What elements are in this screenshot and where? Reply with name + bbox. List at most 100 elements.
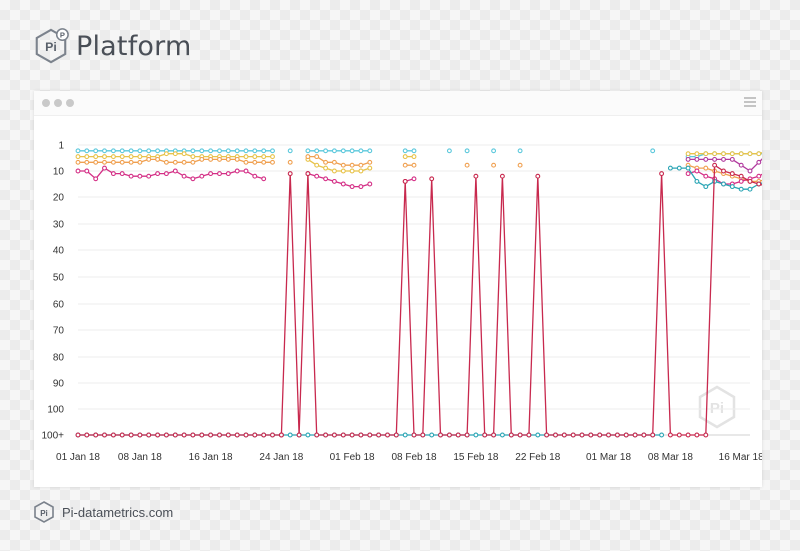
data-point[interactable] bbox=[261, 148, 267, 154]
data-point[interactable] bbox=[685, 171, 691, 177]
data-point[interactable] bbox=[93, 432, 99, 438]
data-point[interactable] bbox=[128, 173, 134, 179]
data-point[interactable] bbox=[146, 156, 152, 162]
data-point[interactable] bbox=[473, 432, 479, 438]
data-point[interactable] bbox=[252, 148, 258, 154]
data-point[interactable] bbox=[243, 432, 249, 438]
data-point[interactable] bbox=[102, 154, 107, 160]
data-point[interactable] bbox=[102, 148, 107, 154]
data-point[interactable] bbox=[190, 154, 196, 160]
data-point[interactable] bbox=[349, 162, 355, 168]
data-point[interactable] bbox=[225, 171, 231, 177]
data-point[interactable] bbox=[340, 181, 346, 187]
data-point[interactable] bbox=[349, 432, 355, 438]
data-point[interactable] bbox=[358, 184, 364, 190]
data-point[interactable] bbox=[402, 154, 408, 160]
data-point[interactable] bbox=[146, 432, 152, 438]
data-point[interactable] bbox=[393, 432, 399, 438]
data-point[interactable] bbox=[314, 162, 320, 168]
data-point[interactable] bbox=[358, 148, 364, 154]
data-point[interactable] bbox=[614, 432, 620, 438]
data-point[interactable] bbox=[738, 162, 744, 168]
data-point[interactable] bbox=[340, 162, 346, 168]
data-point[interactable] bbox=[190, 432, 196, 438]
data-point[interactable] bbox=[358, 162, 364, 168]
data-point[interactable] bbox=[402, 432, 408, 438]
data-point[interactable] bbox=[455, 432, 461, 438]
data-point[interactable] bbox=[270, 159, 275, 165]
data-point[interactable] bbox=[729, 156, 735, 162]
data-point[interactable] bbox=[314, 154, 320, 160]
data-point[interactable] bbox=[155, 156, 161, 162]
data-point[interactable] bbox=[517, 148, 523, 154]
data-point[interactable] bbox=[694, 432, 700, 438]
data-point[interactable] bbox=[199, 148, 205, 154]
data-point[interactable] bbox=[208, 148, 214, 154]
data-point[interactable] bbox=[659, 171, 665, 177]
data-point[interactable] bbox=[217, 432, 222, 438]
data-point[interactable] bbox=[208, 432, 214, 438]
data-point[interactable] bbox=[270, 432, 275, 438]
data-point[interactable] bbox=[137, 154, 143, 160]
data-point[interactable] bbox=[756, 159, 762, 165]
data-point[interactable] bbox=[411, 432, 417, 438]
data-point[interactable] bbox=[287, 148, 293, 154]
data-point[interactable] bbox=[358, 168, 364, 174]
data-point[interactable] bbox=[632, 432, 638, 438]
data-point[interactable] bbox=[323, 165, 329, 171]
data-point[interactable] bbox=[234, 168, 240, 174]
data-point[interactable] bbox=[93, 154, 99, 160]
data-point[interactable] bbox=[110, 432, 116, 438]
data-point[interactable] bbox=[685, 151, 691, 157]
data-point[interactable] bbox=[747, 186, 753, 192]
data-point[interactable] bbox=[438, 432, 443, 438]
data-point[interactable] bbox=[128, 432, 134, 438]
data-point[interactable] bbox=[261, 154, 267, 160]
data-point[interactable] bbox=[110, 171, 116, 177]
data-point[interactable] bbox=[323, 176, 329, 182]
data-point[interactable] bbox=[411, 148, 417, 154]
data-point[interactable] bbox=[588, 432, 594, 438]
data-point[interactable] bbox=[535, 432, 541, 438]
data-point[interactable] bbox=[93, 148, 99, 154]
data-point[interactable] bbox=[287, 159, 293, 165]
data-point[interactable] bbox=[517, 162, 523, 168]
data-point[interactable] bbox=[756, 173, 762, 179]
data-point[interactable] bbox=[703, 156, 709, 162]
data-point[interactable] bbox=[146, 148, 152, 154]
data-point[interactable] bbox=[570, 432, 576, 438]
data-point[interactable] bbox=[102, 165, 107, 171]
data-point[interactable] bbox=[199, 173, 205, 179]
data-point[interactable] bbox=[172, 159, 178, 165]
data-point[interactable] bbox=[137, 432, 143, 438]
data-point[interactable] bbox=[190, 148, 196, 154]
data-point[interactable] bbox=[323, 148, 329, 154]
data-point[interactable] bbox=[243, 168, 249, 174]
data-point[interactable] bbox=[110, 154, 116, 160]
data-point[interactable] bbox=[217, 148, 222, 154]
data-point[interactable] bbox=[402, 148, 408, 154]
data-point[interactable] bbox=[491, 162, 497, 168]
data-point[interactable] bbox=[411, 176, 417, 182]
data-point[interactable] bbox=[606, 432, 611, 438]
data-point[interactable] bbox=[685, 156, 691, 162]
data-point[interactable] bbox=[163, 159, 169, 165]
data-point[interactable] bbox=[464, 162, 470, 168]
data-point[interactable] bbox=[694, 168, 700, 174]
data-point[interactable] bbox=[217, 156, 222, 162]
data-point[interactable] bbox=[446, 148, 452, 154]
data-point[interactable] bbox=[597, 432, 603, 438]
data-point[interactable] bbox=[128, 154, 134, 160]
data-point[interactable] bbox=[155, 171, 161, 177]
data-point[interactable] bbox=[579, 432, 585, 438]
data-point[interactable] bbox=[402, 178, 408, 184]
data-point[interactable] bbox=[544, 432, 550, 438]
data-point[interactable] bbox=[234, 156, 240, 162]
data-point[interactable] bbox=[650, 432, 656, 438]
data-point[interactable] bbox=[146, 173, 152, 179]
data-point[interactable] bbox=[331, 432, 337, 438]
data-point[interactable] bbox=[703, 151, 709, 157]
data-point[interactable] bbox=[261, 159, 267, 165]
data-point[interactable] bbox=[340, 168, 346, 174]
data-point[interactable] bbox=[84, 154, 90, 160]
